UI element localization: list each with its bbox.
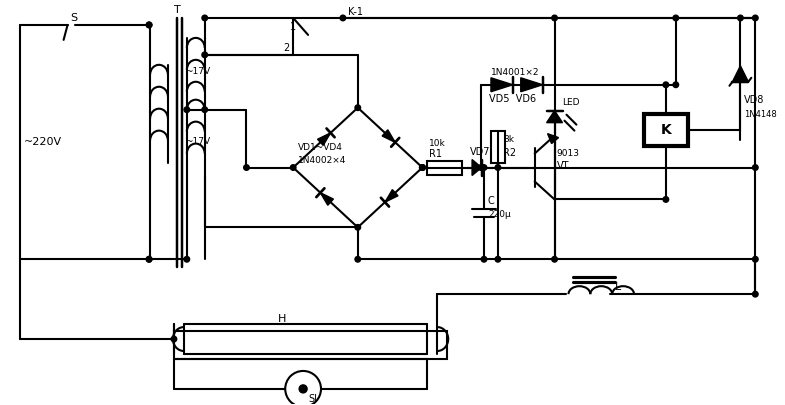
Circle shape <box>146 22 152 28</box>
Circle shape <box>355 105 360 111</box>
Circle shape <box>184 107 190 113</box>
Polygon shape <box>732 66 748 82</box>
Circle shape <box>202 107 207 113</box>
Polygon shape <box>491 78 513 92</box>
Text: K: K <box>660 123 671 136</box>
Text: 9013: 9013 <box>557 149 579 158</box>
Circle shape <box>420 165 425 171</box>
Text: VD5  VD6: VD5 VD6 <box>489 94 536 104</box>
Circle shape <box>420 165 425 171</box>
Circle shape <box>202 52 207 58</box>
Text: S: S <box>71 13 78 23</box>
Circle shape <box>146 256 152 262</box>
Text: R1: R1 <box>429 149 442 159</box>
Circle shape <box>552 15 557 21</box>
Circle shape <box>478 165 484 171</box>
Text: T: T <box>173 5 181 15</box>
Circle shape <box>753 256 758 262</box>
Text: LED: LED <box>563 98 580 107</box>
Circle shape <box>663 197 669 202</box>
Circle shape <box>753 165 758 171</box>
Circle shape <box>481 165 487 171</box>
Circle shape <box>495 165 501 171</box>
Circle shape <box>355 224 360 230</box>
Text: L: L <box>615 282 622 292</box>
Polygon shape <box>472 160 482 175</box>
Polygon shape <box>318 133 330 145</box>
Circle shape <box>420 165 425 171</box>
Circle shape <box>552 256 557 262</box>
Text: ~17V: ~17V <box>184 137 210 146</box>
Text: 1N4148: 1N4148 <box>744 110 777 119</box>
Text: SI: SI <box>308 394 317 404</box>
Circle shape <box>146 22 152 28</box>
Circle shape <box>171 336 177 342</box>
Circle shape <box>663 82 669 87</box>
Text: ~220V: ~220V <box>24 136 62 147</box>
Circle shape <box>202 15 207 21</box>
Circle shape <box>481 256 487 262</box>
Text: VD8: VD8 <box>744 95 765 105</box>
Text: K-1: K-1 <box>348 7 363 17</box>
Circle shape <box>243 165 250 171</box>
Text: C: C <box>488 196 495 207</box>
Text: 10k: 10k <box>429 139 446 148</box>
Circle shape <box>184 256 190 262</box>
Circle shape <box>673 15 678 21</box>
Text: VD7: VD7 <box>470 147 491 157</box>
Circle shape <box>299 385 307 393</box>
Bar <box>174 331 447 359</box>
Polygon shape <box>548 134 559 144</box>
Circle shape <box>753 15 758 21</box>
Text: R2: R2 <box>503 147 516 158</box>
Circle shape <box>146 256 152 262</box>
Bar <box>644 114 688 145</box>
Polygon shape <box>385 190 398 202</box>
Circle shape <box>355 256 360 262</box>
Circle shape <box>738 15 743 21</box>
Text: H: H <box>278 314 287 324</box>
Bar <box>491 131 505 162</box>
Text: 1N4002×4: 1N4002×4 <box>298 156 346 165</box>
Text: 1: 1 <box>290 22 296 32</box>
Text: 2: 2 <box>283 43 290 53</box>
Circle shape <box>673 82 678 87</box>
Text: VD1~VD4: VD1~VD4 <box>298 143 343 152</box>
Circle shape <box>340 15 345 21</box>
Polygon shape <box>520 78 542 92</box>
Circle shape <box>753 291 758 297</box>
Text: VT: VT <box>557 160 569 171</box>
Polygon shape <box>382 130 395 142</box>
Polygon shape <box>320 193 334 205</box>
Polygon shape <box>546 111 563 123</box>
Bar <box>427 160 462 175</box>
Text: 220μ: 220μ <box>488 210 511 219</box>
Text: 1N4001×2: 1N4001×2 <box>491 68 539 77</box>
Circle shape <box>495 256 501 262</box>
Circle shape <box>290 165 296 171</box>
Text: 3k: 3k <box>503 135 514 144</box>
Text: ~17V: ~17V <box>184 67 210 76</box>
